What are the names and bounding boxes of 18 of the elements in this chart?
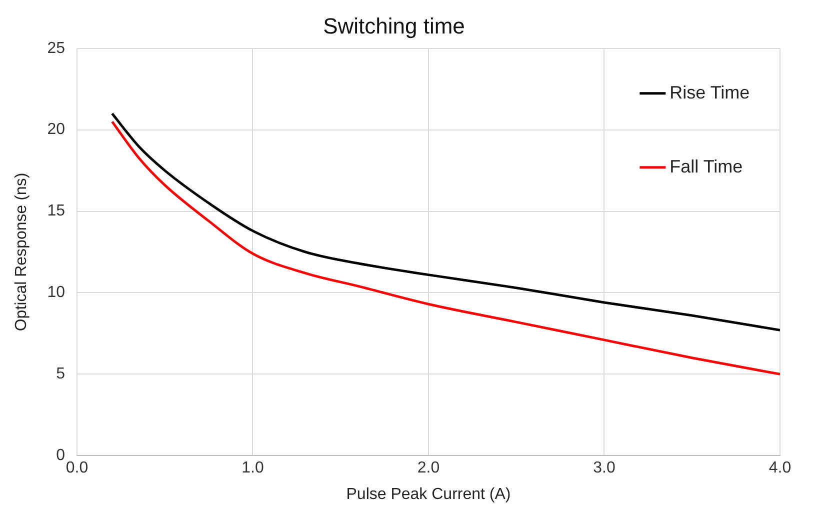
line-series	[110, 112, 780, 332]
y-tick-label: 0	[56, 447, 66, 464]
y-axis-title: Optical Response (ns)	[13, 172, 30, 332]
x-tick-label: 4.0	[768, 460, 792, 477]
chart-title: Switching time	[323, 13, 465, 38]
x-tick-label: 2.0	[417, 460, 440, 477]
y-tick-label: 20	[47, 121, 66, 138]
legend-label: Rise Time	[670, 82, 750, 102]
line-series	[110, 120, 780, 376]
y-tick-label: 10	[47, 284, 66, 302]
x-tick-label: 1.0	[242, 460, 264, 477]
legend-label: Fall Time	[670, 156, 743, 176]
x-axis-title: Pulse Peak Current (A)	[346, 486, 511, 503]
y-tick-label: 15	[47, 202, 66, 220]
x-tick-label: 0.0	[66, 460, 88, 477]
x-tick-label: 3.0	[593, 460, 616, 477]
y-tick-label: 5	[56, 366, 66, 383]
y-tick-label: 25	[47, 40, 66, 57]
